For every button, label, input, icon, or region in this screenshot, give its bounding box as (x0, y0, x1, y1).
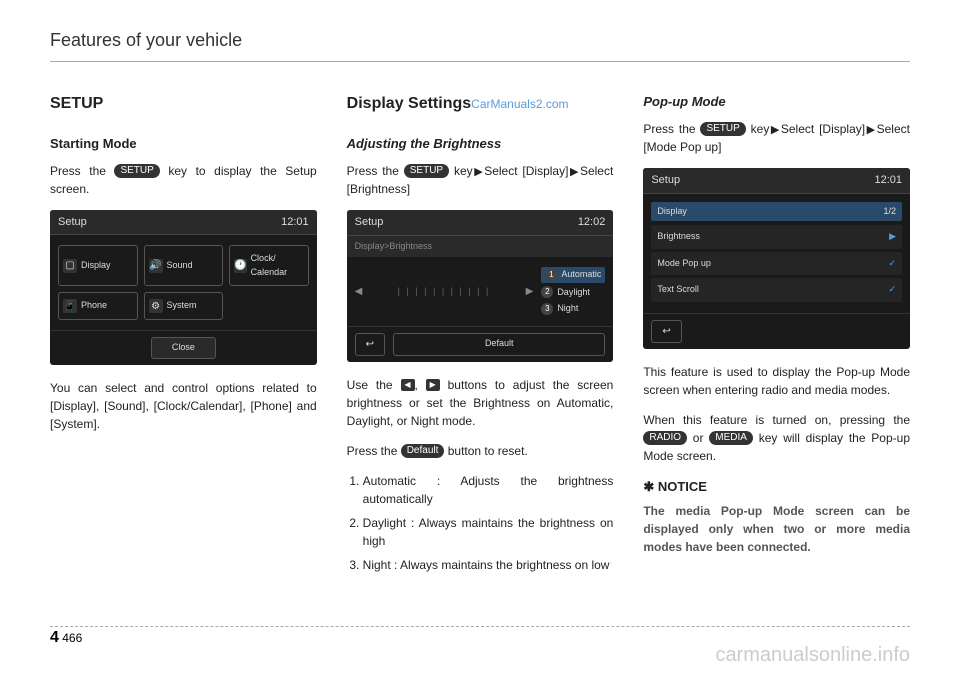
column-3: Pop-up Mode Press the SETUP key▶Select [… (643, 92, 910, 586)
shot-time: 12:01 (281, 214, 309, 231)
list-item: Daylight : Always maintains the brightne… (363, 514, 614, 550)
starting-mode-heading: Starting Mode (50, 134, 317, 154)
setup-tile: 📱Phone (58, 292, 138, 320)
right-icon: ▶ (426, 379, 440, 391)
column-1: SETUP Starting Mode Press the SETUP key … (50, 92, 317, 586)
header-rule (50, 61, 910, 62)
breadcrumb: Display>Brightness (347, 236, 614, 258)
footer-rule (50, 626, 910, 627)
setup-key: SETUP (404, 164, 449, 178)
notice-heading: ✱ NOTICE (643, 477, 910, 497)
brightness-heading: Adjusting the Brightness (347, 134, 614, 154)
display-settings-heading: Display SettingsCarManuals2.com (347, 92, 614, 116)
setup-key: SETUP (114, 164, 159, 178)
back-button: ↩ (355, 333, 385, 356)
left-icon: ◀ (401, 379, 415, 391)
setup-tile: 🕐Clock/ Calendar (229, 245, 309, 286)
shot-title: Setup (355, 214, 384, 231)
setup-description: You can select and control options relat… (50, 379, 317, 433)
back-button: ↩ (651, 320, 681, 343)
popup-heading: Pop-up Mode (643, 92, 910, 112)
watermark-bottom: carmanualsonline.info (715, 644, 910, 667)
default-button: Default (393, 333, 605, 356)
close-button: Close (151, 337, 216, 359)
setup-screenshot: Setup 12:01 ▢Display🔊Sound🕐Clock/ Calend… (50, 210, 317, 365)
brightness-option: 1Automatic (541, 267, 605, 283)
brightness-list: Automatic : Adjusts the brightness autom… (347, 472, 614, 574)
setup-key: SETUP (700, 122, 745, 136)
shot-title: Setup (58, 214, 87, 231)
page-number: 4 466 (50, 629, 82, 647)
popup-radio-text: When this feature is turned on, pressing… (643, 411, 910, 465)
display-header-row: Display 1/2 (651, 202, 902, 222)
brightness-text: Press the SETUP key▶Select [Display]▶Sel… (347, 162, 614, 199)
reset-text: Press the Default button to reset. (347, 442, 614, 460)
setup-tile: ⚙System (144, 292, 224, 320)
popup-text: Press the SETUP key▶Select [Display]▶Sel… (643, 120, 910, 157)
shot-time: 12:02 (578, 214, 606, 231)
setup-tile: 🔊Sound (144, 245, 224, 286)
column-2: Display SettingsCarManuals2.com Adjustin… (347, 92, 614, 586)
notice-text: The media Pop-up Mode screen can be disp… (643, 502, 910, 556)
brightness-slider: ◀ | | | | | | | | | | | ▶ (355, 267, 534, 316)
starting-mode-text: Press the SETUP key to display the Setup… (50, 162, 317, 198)
default-key: Default (401, 444, 445, 458)
watermark-top: CarManuals2.com (471, 97, 568, 111)
display-row: Text Scroll✓ (651, 278, 902, 302)
display-screenshot: Setup 12:01 Display 1/2 Brightness▶ Mode … (643, 168, 910, 349)
display-row: Mode Pop up✓ (651, 252, 902, 276)
list-item: Night : Always maintains the brightness … (363, 556, 614, 574)
setup-tile: ▢Display (58, 245, 138, 286)
radio-key: RADIO (643, 431, 687, 445)
brightness-screenshot: Setup 12:02 Display>Brightness ◀ | | | |… (347, 210, 614, 362)
shot-time: 12:01 (874, 172, 902, 189)
shot-title: Setup (651, 172, 680, 189)
popup-description: This feature is used to display the Pop-… (643, 363, 910, 399)
page-header: Features of your vehicle (50, 30, 910, 51)
brightness-option: 3Night (541, 302, 605, 316)
brightness-option: 2Daylight (541, 286, 605, 300)
setup-heading: SETUP (50, 92, 317, 116)
list-item: Automatic : Adjusts the brightness autom… (363, 472, 614, 508)
media-key: MEDIA (709, 431, 753, 445)
display-row: Brightness▶ (651, 225, 902, 249)
adjust-text: Use the ◀, ▶ buttons to adjust the scree… (347, 376, 614, 430)
